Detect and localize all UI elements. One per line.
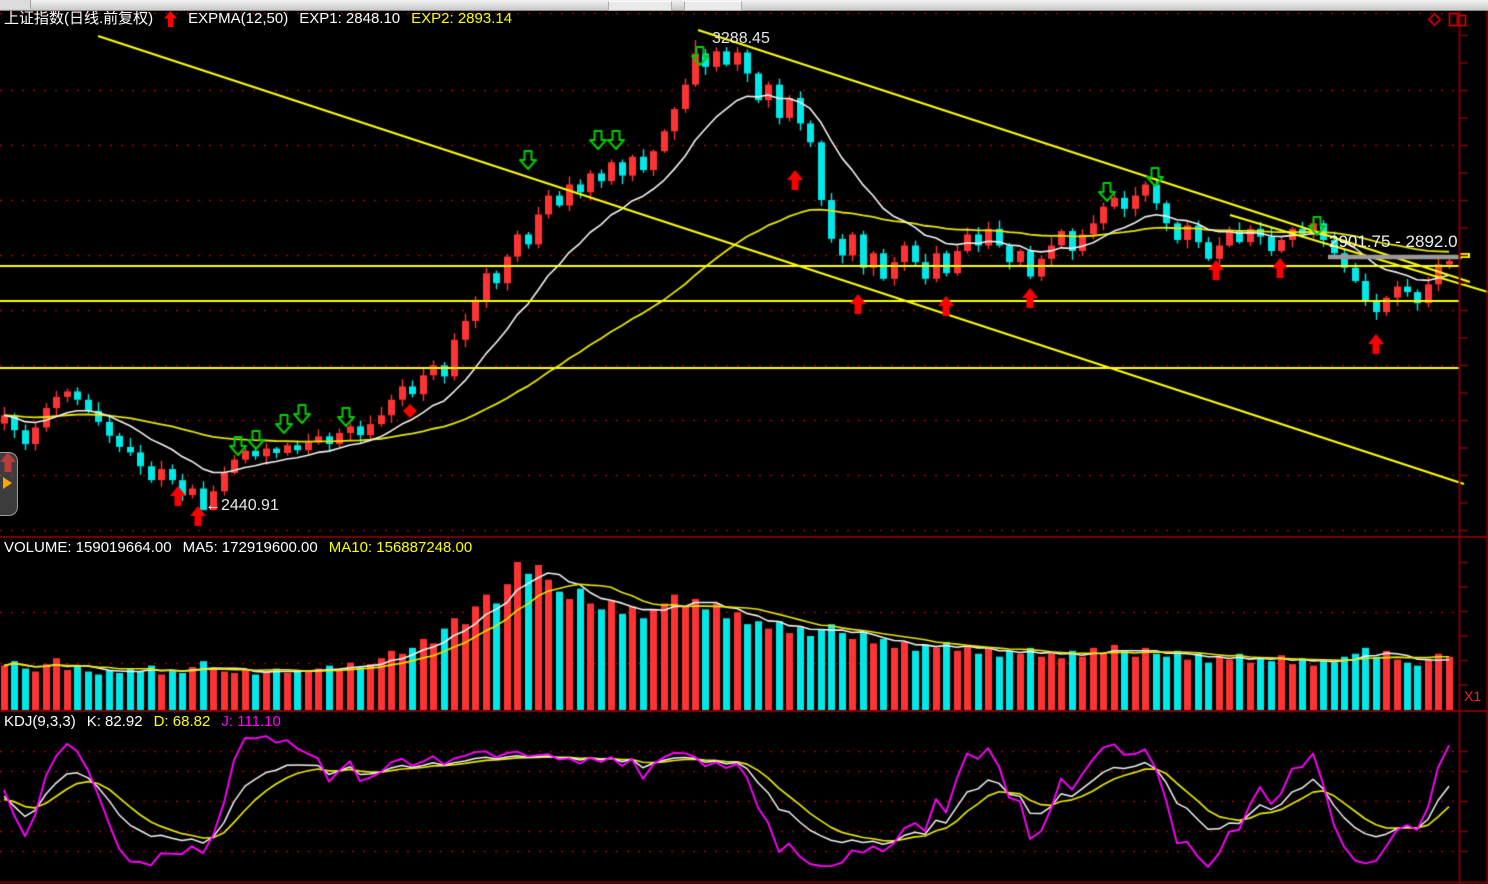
expand-right-icon [3, 477, 12, 489]
toolbar-cell [0, 0, 31, 9]
window-restore-icon[interactable] [1448, 11, 1468, 33]
main-chart-header: 上证指数(日线.前复权) EXPMA(12,50) EXP1: 2848.10 … [4, 10, 512, 27]
volume-value-label: VOLUME: 159019664.00 [4, 539, 172, 556]
up-arrow-icon [164, 10, 178, 27]
trough-price-label: ←2440.91 [205, 497, 279, 514]
diamond-icon[interactable] [1426, 11, 1443, 33]
exp2-value-label: EXP2: 2893.14 [411, 10, 513, 27]
side-panel-toggle[interactable] [0, 452, 18, 516]
price-range-label: 2901.75 - 2892.0 [1329, 232, 1458, 251]
volume-pane-header: VOLUME: 159019664.00 MA5: 172919600.00 M… [4, 539, 472, 556]
exp1-value-label: EXP1: 2848.10 [299, 10, 401, 27]
kdj-j-label: J: 111.10 [221, 713, 281, 730]
indicator-name-label: EXPMA(12,50) [188, 10, 289, 27]
kdj-d-label: D: 68.82 [153, 713, 211, 730]
peak-price-label: 3288.45 [712, 30, 770, 47]
window-toolbar-strip [0, 0, 1488, 11]
toolbar-button[interactable] [684, 1, 742, 11]
toolbar-button[interactable] [608, 1, 672, 11]
volume-ma5-label: MA5: 172919600.00 [182, 539, 318, 556]
symbol-period-label: 上证指数(日线.前复权) [4, 10, 154, 27]
kdj-name-label: KDJ(9,3,3) [4, 713, 76, 730]
axis-corner-label: X1 [1464, 688, 1482, 704]
volume-ma10-label: MA10: 156887248.00 [328, 539, 473, 556]
kdj-k-label: K: 82.92 [86, 713, 143, 730]
kdj-pane-header: KDJ(9,3,3) K: 82.92 D: 68.82 J: 111.10 [4, 713, 281, 730]
